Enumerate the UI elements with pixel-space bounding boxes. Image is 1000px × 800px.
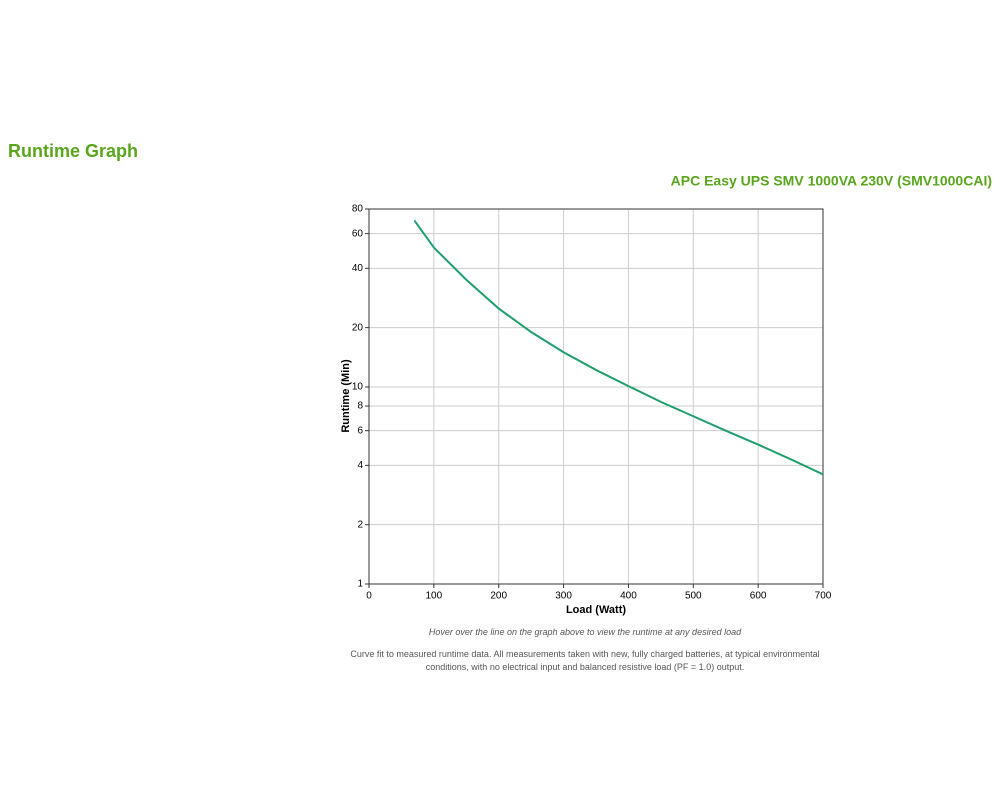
y-tick-label: 8 <box>357 401 363 412</box>
y-tick-label: 20 <box>352 322 364 333</box>
x-tick-label: 700 <box>815 591 832 602</box>
x-tick-label: 200 <box>490 591 507 602</box>
y-tick-label: 2 <box>357 519 363 530</box>
y-tick-label: 6 <box>357 425 363 436</box>
y-tick-label: 1 <box>357 579 363 590</box>
hover-note: Hover over the line on the graph above t… <box>428 627 742 637</box>
y-tick-label: 40 <box>352 263 364 274</box>
footnote: Curve fit to measured runtime data. All … <box>350 649 820 672</box>
x-tick-label: 400 <box>620 591 637 602</box>
chart-title: APC Easy UPS SMV 1000VA 230V (SMV1000CAI… <box>671 173 992 189</box>
y-axis-label: Runtime (Min) <box>340 359 352 433</box>
plot-frame <box>368 208 824 585</box>
data-line <box>413 219 824 476</box>
x-tick-label: 600 <box>750 591 767 602</box>
x-tick-label: 0 <box>366 591 372 602</box>
y-tick-label: 10 <box>352 382 364 393</box>
x-tick-label: 300 <box>555 591 572 602</box>
page-title: Runtime Graph <box>8 141 138 161</box>
x-tick-label: 100 <box>426 591 443 602</box>
y-tick-label: 80 <box>352 204 364 215</box>
x-axis-label: Load (Watt) <box>566 604 626 616</box>
x-tick-label: 500 <box>685 591 702 602</box>
y-tick-label: 4 <box>357 460 363 471</box>
y-tick-label: 60 <box>352 228 364 239</box>
